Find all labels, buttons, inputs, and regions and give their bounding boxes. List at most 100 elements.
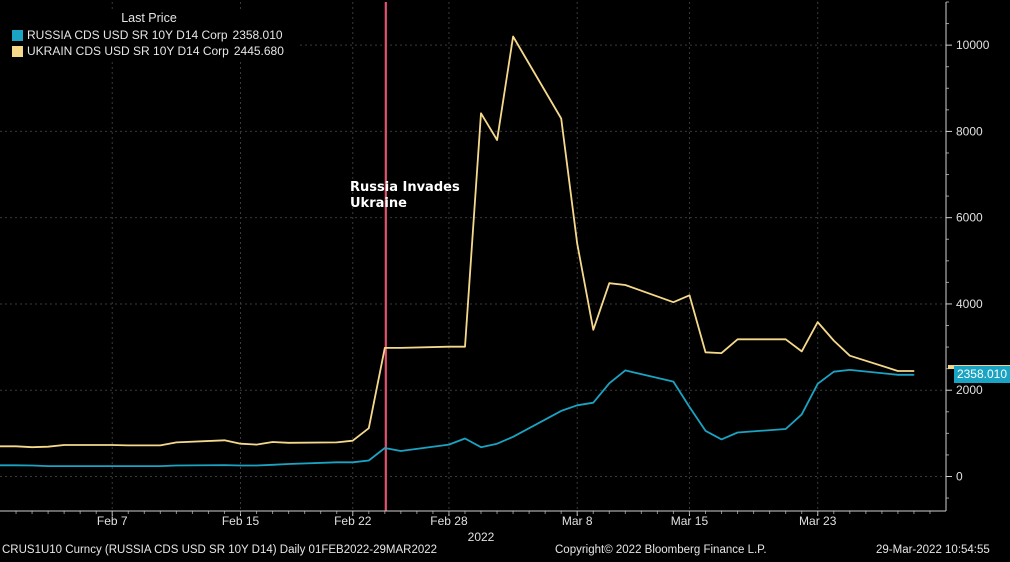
- russia-cds-point: [31, 464, 33, 467]
- ukraine-cds-point: [175, 441, 177, 443]
- ukraine-cds-point: [255, 444, 258, 446]
- ukraine-cds-point: [384, 347, 386, 349]
- y-tick-label: 2000: [956, 383, 983, 397]
- ukraine-cds-point: [672, 301, 675, 303]
- ukraine-cds-point: [239, 443, 242, 445]
- ukraine-cds-point: [560, 117, 562, 120]
- gridlines: [0, 2, 946, 511]
- ukraine-cds-point: [63, 444, 65, 446]
- ukraine-cds-point: [833, 340, 835, 342]
- russia-cds-point: [400, 450, 402, 452]
- russia-cds-point: [127, 465, 129, 467]
- ukraine-cds-point: [720, 352, 723, 354]
- ukraine-cds-point: [496, 139, 498, 141]
- event-label-line2: Ukraine: [350, 196, 407, 211]
- russia-cds-point: [785, 428, 787, 430]
- ukraine-cds-point: [624, 284, 626, 286]
- ukraine-cds-point: [31, 446, 33, 448]
- russia-cds-point: [672, 381, 675, 383]
- ukraine-cds-point: [704, 351, 707, 353]
- russia-cds-point: [336, 461, 338, 463]
- y-tick-label: 6000: [956, 211, 983, 225]
- ukraine-cds-point: [272, 441, 274, 443]
- ukraine-cds-point: [464, 346, 466, 348]
- russia-cds-point: [704, 430, 707, 432]
- russia-series-name: RUSSIA CDS USD SR 10Y D14 Corp: [27, 28, 228, 42]
- russia-cds-point: [608, 382, 610, 384]
- ukraine-cds-point: [400, 347, 402, 349]
- russia-cds-point: [512, 436, 514, 438]
- ukraine-cds-point: [223, 439, 226, 441]
- ukraine-cds-point: [111, 444, 113, 446]
- event-annotation: Russia Invades Ukraine: [350, 180, 490, 212]
- ukraine-cds-point: [913, 370, 915, 372]
- ukraine-cds-point: [817, 321, 819, 323]
- ukraine-cds-point: [368, 427, 370, 429]
- russia-cds-point: [111, 465, 113, 467]
- last-value-badge: 2358.010: [953, 365, 1010, 383]
- legend: Last Price RUSSIA CDS USD SR 10Y D14 Cor…: [0, 10, 298, 59]
- ukraine-series-name: UKRAIN CDS USD SR 10Y D14 Corp: [27, 44, 229, 58]
- ukraine-cds-point: [737, 338, 739, 340]
- russia-cds-point: [239, 464, 242, 467]
- ukraine-last-value: 2445.680: [233, 44, 284, 58]
- ukraine-cds-point: [512, 35, 514, 38]
- ukraine-cds-point: [849, 355, 851, 357]
- ukraine-cds-point: [785, 338, 787, 340]
- x-tick-label: Feb 15: [222, 514, 260, 528]
- footer-ticker: CRUS1U10 Curncy (RUSSIA CDS USD SR 10Y D…: [2, 544, 438, 556]
- y-tick-label: 8000: [956, 124, 983, 138]
- ukraine-cds-point: [15, 445, 17, 447]
- legend-item-ukraine: UKRAIN CDS USD SR 10Y D14 Corp 2445.680: [0, 43, 298, 59]
- russia-cds-point: [47, 465, 49, 467]
- russia-cds-point: [63, 465, 65, 467]
- ukraine-cds-point: [448, 346, 450, 348]
- axes: 0 2000 4000 6000 8000 10000 Feb 7 Feb 15 Feb 22 F…: [0, 1, 1010, 544]
- x-tick-label: Mar 15: [671, 514, 709, 528]
- footer-timestamp: 29-Mar-2022 10:54:55: [876, 544, 990, 556]
- russia-cds-point: [897, 374, 899, 376]
- russia-last-value: 2358.010: [232, 28, 283, 42]
- russia-cds-point: [624, 369, 626, 371]
- russia-cds-point: [737, 431, 739, 434]
- russia-cds-point: [175, 464, 177, 467]
- russia-cds-line: [0, 368, 914, 468]
- russia-cds-point: [496, 443, 498, 445]
- ukraine-cds-point: [143, 444, 145, 446]
- russia-swatch: [12, 29, 23, 41]
- ukraine-cds-point: [576, 243, 578, 245]
- x-tick-label: Feb 28: [430, 514, 468, 528]
- event-label-line1: Russia Invades: [350, 180, 460, 195]
- russia-cds-point: [384, 447, 386, 449]
- ukraine-swatch: [12, 45, 23, 57]
- legend-item-russia: RUSSIA CDS USD SR 10Y D14 Corp 2358.010: [0, 27, 298, 43]
- ukraine-cds-point: [801, 350, 803, 352]
- ukraine-cds-point: [47, 446, 49, 448]
- ukraine-cds-point: [592, 329, 594, 331]
- x-tick-label: Mar 23: [799, 514, 837, 528]
- ukraine-cds-point: [336, 441, 338, 443]
- ukraine-cds-line: [0, 35, 914, 449]
- russia-cds-point: [272, 464, 274, 466]
- russia-cds-point: [368, 459, 370, 462]
- russia-cds-point: [817, 383, 819, 385]
- ukraine-cds-point: [897, 370, 899, 372]
- russia-cds-point: [576, 404, 578, 406]
- russia-cds-point: [592, 402, 594, 404]
- russia-cds-point: [159, 465, 161, 467]
- russia-cds-point: [849, 369, 851, 371]
- russia-cds-point: [15, 464, 17, 466]
- ukraine-cds-point: [688, 294, 691, 296]
- x-year-label: 2022: [468, 530, 495, 544]
- russia-cds-point: [560, 410, 562, 412]
- russia-cds-point: [801, 413, 803, 415]
- y-tick-label: 4000: [956, 297, 983, 311]
- series-lines: [0, 35, 915, 468]
- ukraine-cds-point: [608, 282, 610, 284]
- x-tick-label: Mar 8: [562, 514, 593, 528]
- russia-cds-point: [223, 464, 226, 466]
- y-tick-label: 0: [956, 469, 963, 483]
- russia-cds-point: [255, 464, 258, 467]
- x-tick-label: Feb 22: [334, 514, 372, 528]
- russia-cds-point: [833, 371, 835, 373]
